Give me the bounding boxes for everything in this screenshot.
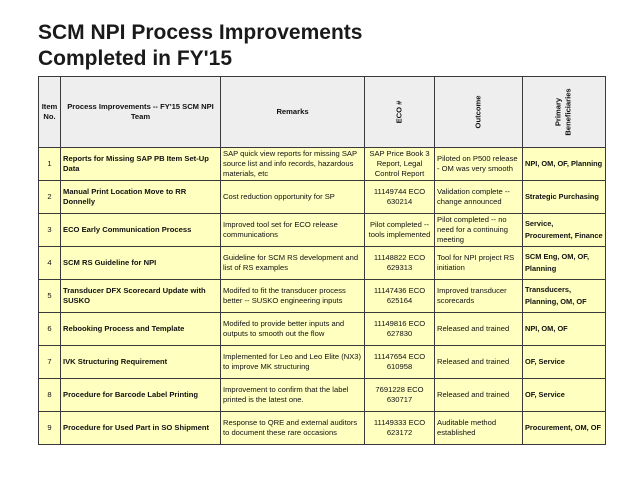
page-title: SCM NPI Process Improvements Completed i…: [38, 20, 362, 72]
cell-eco: 11147654 ECO 610958: [364, 345, 435, 379]
cell-item-no: 4: [38, 246, 61, 280]
header-remarks: Remarks: [220, 76, 365, 148]
header-item-no: Item No.: [38, 76, 61, 148]
cell-item-no: 6: [38, 312, 61, 346]
cell-remarks: Cost reduction opportunity for SP: [220, 180, 365, 214]
cell-outcome: Auditable method established: [434, 411, 523, 445]
cell-remarks: Implemented for Leo and Leo Elite (NX3) …: [220, 345, 365, 379]
header-beneficiaries-line-1: Primary: [554, 97, 563, 127]
cell-eco: 11148822 ECO 629313: [364, 246, 435, 280]
cell-eco: 11147436 ECO 625164: [364, 279, 435, 313]
header-outcome: Outcome: [434, 76, 523, 148]
header-beneficiaries: Primary Beneficiaries: [522, 76, 606, 148]
table-row: 4 SCM RS Guideline for NPI Guideline for…: [38, 246, 606, 280]
cell-beneficiaries: Procurement, OM, OF: [522, 411, 606, 445]
table-row: 7 IVK Structuring Requirement Implemente…: [38, 345, 606, 379]
table-row: 2 Manual Print Location Move to RR Donne…: [38, 180, 606, 214]
table-row: 8 Procedure for Barcode Label Printing I…: [38, 378, 606, 412]
cell-process: Rebooking Process and Template: [60, 312, 221, 346]
cell-remarks: Modifed to provide better inputs and out…: [220, 312, 365, 346]
title-line-2: Completed in FY'15: [38, 47, 233, 70]
cell-outcome: Released and trained: [434, 345, 523, 379]
cell-process: Manual Print Location Move to RR Donnell…: [60, 180, 221, 214]
cell-outcome: Validation complete -- change announced: [434, 180, 523, 214]
cell-remarks: Improvement to confirm that the label pr…: [220, 378, 365, 412]
cell-remarks: Modifed to fit the transducer process be…: [220, 279, 365, 313]
cell-remarks: Guideline for SCM RS development and lis…: [220, 246, 365, 280]
cell-outcome: Piloted on P500 release - OM was very sm…: [434, 147, 523, 181]
cell-beneficiaries: Transducers, Planning, OM, OF: [522, 279, 606, 313]
improvements-table: Item No. Process Improvements -- FY'15 S…: [38, 76, 606, 445]
cell-process: IVK Structuring Requirement: [60, 345, 221, 379]
cell-item-no: 8: [38, 378, 61, 412]
cell-eco: 11149744 ECO 630214: [364, 180, 435, 214]
cell-beneficiaries: NPI, OM, OF, Planning: [522, 147, 606, 181]
title-line-1: SCM NPI Process Improvements: [38, 21, 363, 44]
table-row: 9 Procedure for Used Part in SO Shipment…: [38, 411, 606, 445]
cell-process: Procedure for Used Part in SO Shipment: [60, 411, 221, 445]
table-row: 5 Transducer DFX Scorecard Update with S…: [38, 279, 606, 313]
header-eco: ECO #: [364, 76, 435, 148]
cell-remarks: Improved tool set for ECO release commun…: [220, 213, 365, 247]
cell-outcome: Improved transducer scorecards: [434, 279, 523, 313]
cell-outcome: Released and trained: [434, 378, 523, 412]
cell-eco: Pilot completed -- tools implemented: [364, 213, 435, 247]
cell-beneficiaries: OF, Service: [522, 378, 606, 412]
table-row: 6 Rebooking Process and Template Modifed…: [38, 312, 606, 346]
header-outcome-label: Outcome: [473, 95, 483, 129]
table-row: 3 ECO Early Communication Process Improv…: [38, 213, 606, 247]
header-eco-label: ECO #: [394, 100, 404, 124]
cell-eco: 11149816 ECO 627830: [364, 312, 435, 346]
cell-process: Transducer DFX Scorecard Update with SUS…: [60, 279, 221, 313]
cell-outcome: Tool for NPI project RS initiation: [434, 246, 523, 280]
cell-item-no: 9: [38, 411, 61, 445]
cell-item-no: 2: [38, 180, 61, 214]
cell-outcome: Pilot completed -- no need for a continu…: [434, 213, 523, 247]
cell-item-no: 7: [38, 345, 61, 379]
header-beneficiaries-label: Primary Beneficiaries: [554, 88, 574, 135]
cell-process: SCM RS Guideline for NPI: [60, 246, 221, 280]
cell-beneficiaries: Strategic Purchasing: [522, 180, 606, 214]
header-beneficiaries-line-2: Beneficiaries: [564, 88, 573, 136]
cell-beneficiaries: Service, Procurement, Finance: [522, 213, 606, 247]
cell-process: Procedure for Barcode Label Printing: [60, 378, 221, 412]
cell-item-no: 3: [38, 213, 61, 247]
cell-outcome: Released and trained: [434, 312, 523, 346]
cell-process: Reports for Missing SAP PB Item Set-Up D…: [60, 147, 221, 181]
cell-remarks: SAP quick view reports for missing SAP s…: [220, 147, 365, 181]
cell-process: ECO Early Communication Process: [60, 213, 221, 247]
header-process: Process Improvements -- FY'15 SCM NPI Te…: [60, 76, 221, 148]
cell-remarks: Response to QRE and external auditors to…: [220, 411, 365, 445]
cell-beneficiaries: SCM Eng, OM, OF, Planning: [522, 246, 606, 280]
cell-item-no: 5: [38, 279, 61, 313]
cell-eco: 11149333 ECO 623172: [364, 411, 435, 445]
cell-beneficiaries: OF, Service: [522, 345, 606, 379]
cell-eco: SAP Price Book 3 Report, Legal Control R…: [364, 147, 435, 181]
cell-beneficiaries: NPI, OM, OF: [522, 312, 606, 346]
table-row: 1 Reports for Missing SAP PB Item Set-Up…: [38, 147, 606, 181]
cell-eco: 7691228 ECO 630717: [364, 378, 435, 412]
table-header-row: Item No. Process Improvements -- FY'15 S…: [38, 76, 606, 148]
cell-item-no: 1: [38, 147, 61, 181]
